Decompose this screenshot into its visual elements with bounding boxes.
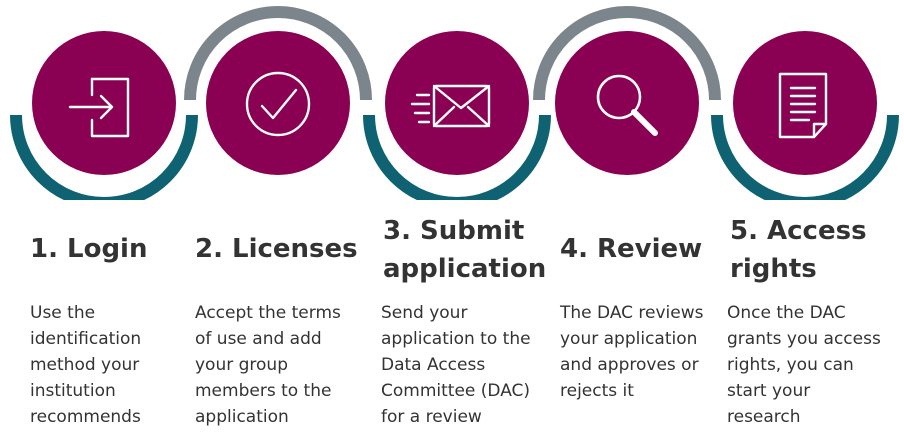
step-4-title: 4. Review	[560, 234, 703, 264]
step-2-description-line: of use and add	[195, 329, 322, 349]
step-4-description-line: and approves or	[560, 355, 699, 375]
step-2-description-line: application	[195, 407, 289, 427]
step-1-circle	[32, 31, 176, 175]
document-icon	[778, 72, 828, 139]
step-4-description-line: rejects it	[560, 381, 634, 401]
step-3-description-line: Data Access	[381, 355, 486, 375]
checkmark-circle-icon	[245, 71, 311, 137]
envelope-icon	[410, 84, 491, 128]
magnifier-icon	[596, 74, 658, 136]
step-5-title: 5. Access rights	[730, 216, 867, 284]
step-2-description: Accept the terms of use and add your gro…	[195, 300, 341, 430]
step-4-circle	[555, 31, 699, 175]
step-5-description-line: rights, you can	[727, 355, 854, 375]
step-1-description: Use the identification method your insti…	[30, 300, 141, 430]
step-4-description-line: your application	[560, 329, 698, 349]
step-1-description-line: method your	[30, 355, 140, 375]
step-1-title: 1. Login	[30, 234, 148, 264]
step-4-description-line: The DAC reviews	[560, 303, 704, 323]
process-diagram	[10, 6, 899, 200]
step-5-description: Once the DAC grants you access rights, y…	[727, 300, 881, 430]
step-1-description-line: institution	[30, 381, 116, 401]
step-5-description-line: grants you access	[727, 329, 881, 349]
step-5-description-line: Once the DAC	[727, 303, 846, 323]
step-3-description: Send your application to the Data Access…	[381, 300, 531, 430]
step-4-arc	[533, 6, 721, 101]
step-4-description: The DAC reviews your application and app…	[560, 300, 704, 404]
step-1-arc	[10, 114, 198, 200]
step-3-description-line: for a review	[381, 407, 482, 427]
step-5-description-line: start your	[727, 381, 811, 401]
step-3-arc	[363, 114, 551, 200]
step-2-description-line: Accept the terms	[195, 303, 341, 323]
step-1-description-line: identification	[30, 329, 142, 349]
step-2-description-line: members to the	[195, 381, 332, 401]
step-1-description-line: Use the	[30, 303, 96, 323]
step-2-circle	[206, 31, 350, 175]
step-3-description-line: Send your	[381, 303, 468, 323]
login-icon	[68, 77, 130, 138]
step-3-description-line: Committee (DAC)	[381, 381, 531, 401]
step-5-arc	[711, 114, 899, 200]
step-5-description-line: research	[727, 407, 801, 427]
step-3-title: 3. Submit application	[383, 216, 547, 284]
step-3-description-line: application to the	[381, 329, 531, 349]
step-2-arc	[184, 6, 372, 101]
step-1-description-line: recommends	[30, 407, 141, 427]
step-2-title: 2. Licenses	[195, 234, 358, 264]
step-3-circle	[385, 31, 529, 175]
step-2-description-line: your group	[195, 355, 289, 375]
